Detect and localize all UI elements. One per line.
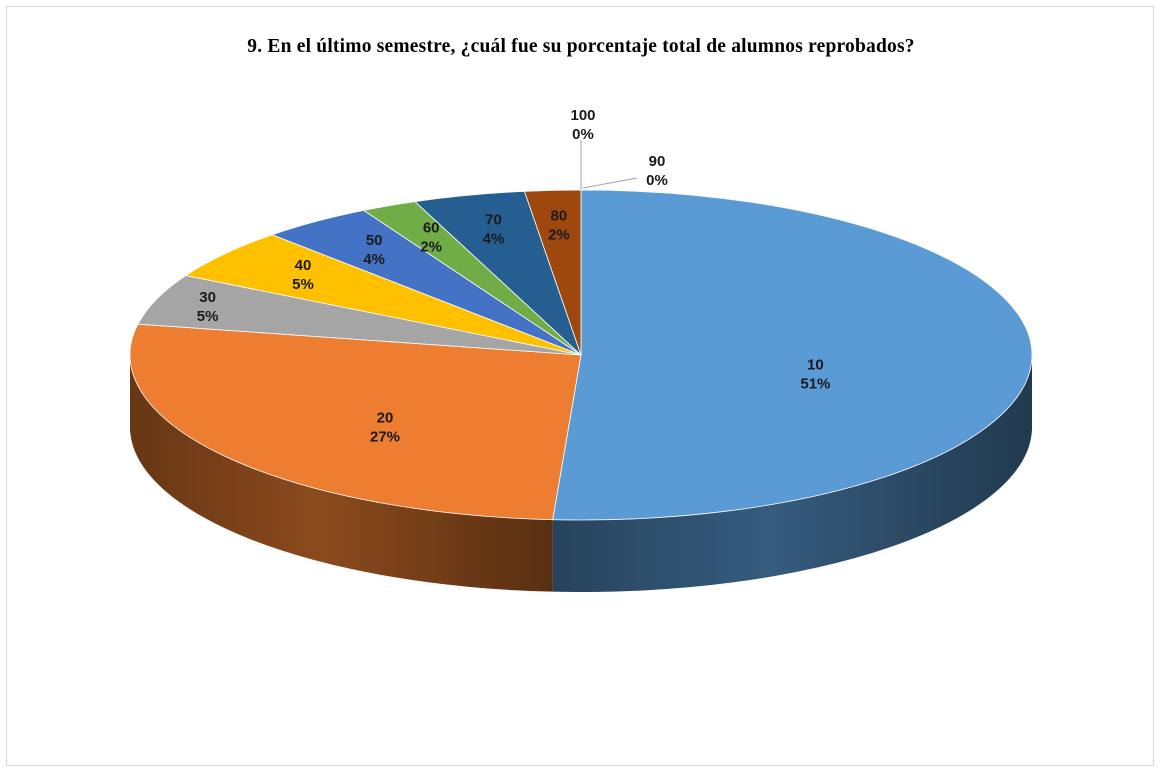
data-label-percent: 2% bbox=[420, 239, 442, 256]
slice-20 bbox=[129, 323, 582, 521]
data-label-50: 50 4% bbox=[363, 232, 385, 268]
data-label-category: 40 bbox=[295, 257, 312, 274]
slice-10 bbox=[552, 189, 1033, 521]
data-label-percent: 4% bbox=[363, 251, 385, 268]
slice-40 bbox=[184, 234, 582, 356]
data-label-category: 100 bbox=[570, 107, 595, 124]
data-label-percent: 5% bbox=[292, 276, 314, 293]
data-label-category: 60 bbox=[423, 220, 440, 237]
data-label-90: 90 0% bbox=[646, 153, 668, 189]
data-label-percent: 5% bbox=[197, 308, 219, 325]
data-label-category: 50 bbox=[366, 232, 383, 249]
data-label-60: 60 2% bbox=[420, 220, 442, 256]
data-label-80: 80 2% bbox=[548, 208, 570, 244]
data-label-category: 70 bbox=[485, 211, 502, 228]
data-label-category: 30 bbox=[199, 289, 216, 306]
chart-title: 9. En el último semestre, ¿cuál fue su p… bbox=[247, 36, 915, 57]
data-label-percent: 2% bbox=[548, 227, 570, 244]
data-label-70: 70 4% bbox=[483, 211, 505, 247]
data-label-percent: 4% bbox=[483, 230, 505, 247]
slice-30 bbox=[137, 275, 582, 356]
data-label-30: 30 5% bbox=[197, 289, 219, 325]
slice-side-shade-10 bbox=[552, 355, 1032, 593]
slice-side-shade-20 bbox=[130, 355, 553, 592]
data-label-category: 20 bbox=[377, 410, 394, 427]
leader-line-90 bbox=[582, 177, 638, 189]
data-label-category: 80 bbox=[551, 208, 568, 225]
data-label-category: 90 bbox=[649, 153, 666, 170]
data-label-percent: 0% bbox=[646, 172, 668, 189]
data-label-percent: 27% bbox=[370, 429, 400, 446]
data-label-10: 10 51% bbox=[800, 357, 830, 393]
data-label-category: 10 bbox=[807, 357, 824, 374]
data-label-40: 40 5% bbox=[292, 257, 314, 293]
data-label-percent: 0% bbox=[572, 126, 594, 143]
data-label-percent: 51% bbox=[800, 376, 830, 393]
data-label-20: 20 27% bbox=[370, 410, 400, 446]
data-label-100: 100 0% bbox=[570, 107, 595, 143]
